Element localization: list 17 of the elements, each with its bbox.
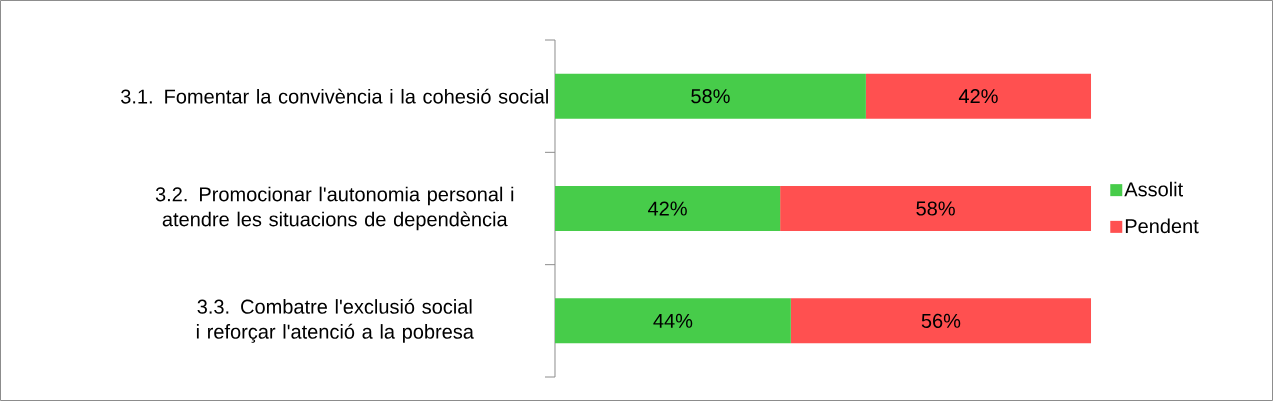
data-label: 44%: [653, 313, 693, 328]
bar: [780, 186, 1092, 231]
data-label: 56%: [921, 313, 961, 328]
bar: [790, 298, 1092, 344]
data-label: 58%: [916, 201, 955, 216]
data-label: 42%: [648, 201, 687, 216]
bar: [555, 186, 781, 231]
bar: [865, 73, 1092, 119]
data-label: 58%: [691, 89, 730, 104]
data-label: 42%: [958, 89, 998, 104]
y-tick-label: 3.2. Promocionar l'autonomia personal i atendre les situacions de dependència: [155, 186, 514, 231]
bar: [555, 73, 866, 119]
y-tick-label: 3.3. Combatre l'exclusió social i reforçar l'atenció a la pobresa: [196, 298, 474, 343]
legend-label: Assolit: [1124, 181, 1184, 197]
bar: [555, 298, 791, 344]
y-tick-label: 3.1. Fomentar la convivència i la cohesió social: [121, 88, 548, 104]
legend-label: Pendent: [1125, 218, 1199, 234]
